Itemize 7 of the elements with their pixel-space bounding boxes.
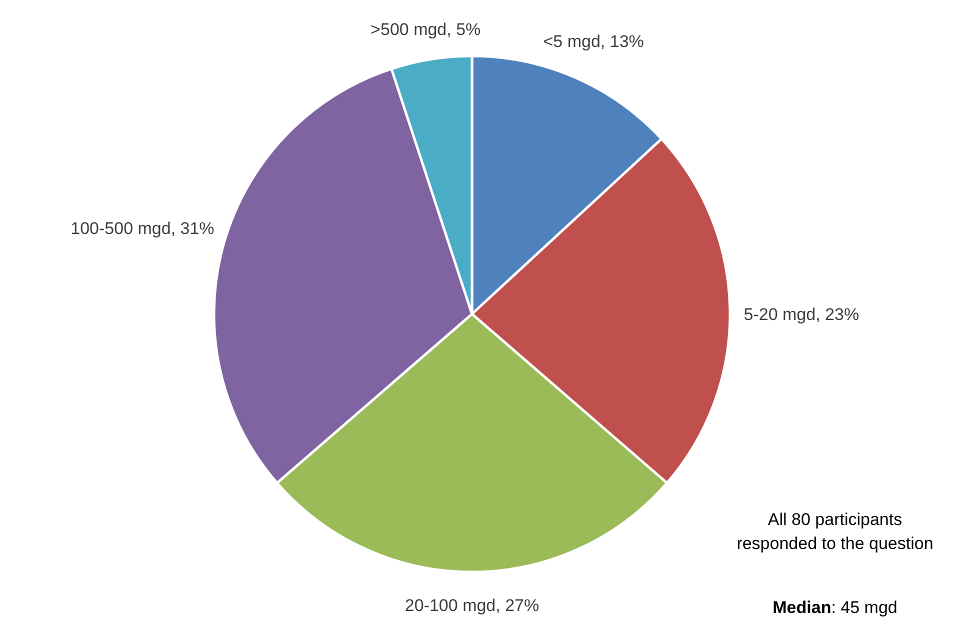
text: Median: 45 mgd — [772, 597, 898, 619]
slice-label: 20-100 mgd, 27% — [404, 596, 540, 615]
slice-label: 5-20 mgd, 23% — [744, 304, 860, 324]
slice-label: 100-500 mgd, 31% — [70, 218, 214, 238]
slice-label: <5 mgd, 13% — [543, 32, 644, 52]
text: All 80 participants responded to the question — [736, 509, 934, 555]
slice-label: >500 mgd, 5% — [370, 20, 481, 40]
